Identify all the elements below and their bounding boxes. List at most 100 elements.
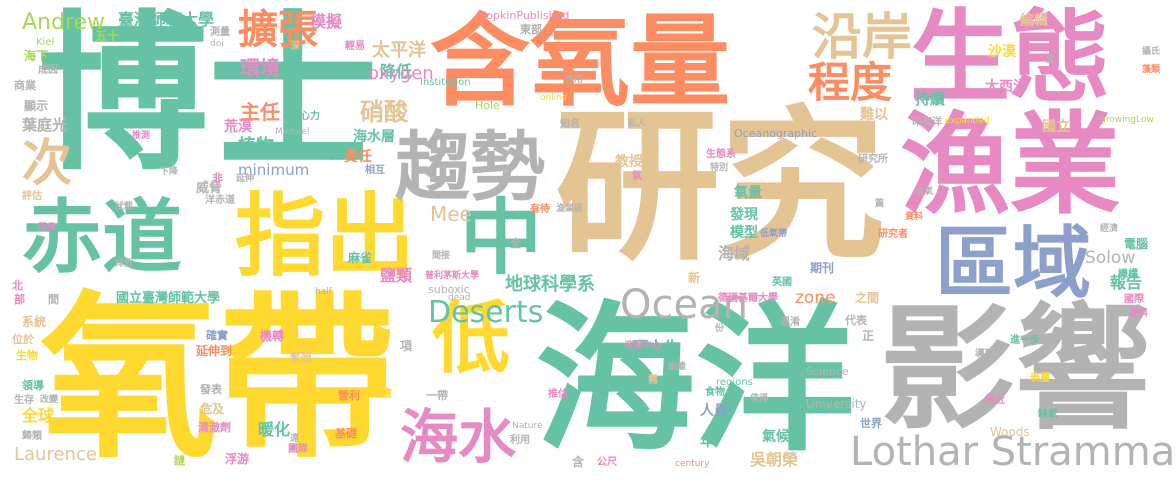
word-tebie: 特別 bbox=[710, 163, 729, 173]
word-xiaoying: 效應 bbox=[372, 389, 392, 400]
word-zeren: 責任 bbox=[344, 149, 372, 165]
word-zuoyong: 作用 bbox=[565, 75, 584, 85]
word-pinggu: 評估 bbox=[22, 191, 42, 202]
word-institution: Institution bbox=[420, 77, 471, 88]
word-yangdai: 氧帶 bbox=[40, 275, 396, 482]
word-qingyi: 輕易 bbox=[345, 41, 365, 52]
word-science: Science bbox=[806, 365, 849, 378]
word-juli: 距離 bbox=[668, 362, 687, 372]
word-yanshen: 延伸 bbox=[236, 174, 255, 184]
word-xiajiang: 下降 bbox=[160, 167, 179, 177]
word-past: past bbox=[766, 365, 788, 376]
word-yuye: 漁業 bbox=[900, 101, 1120, 229]
word-mi: 謎 bbox=[174, 454, 185, 467]
word-doi: doi bbox=[210, 39, 224, 49]
word-shengcun: 生存 bbox=[14, 395, 34, 406]
word-bu: 部 bbox=[14, 293, 25, 306]
word-youdai: 有待 bbox=[530, 204, 550, 215]
word-shen: 深 bbox=[290, 41, 300, 52]
word-yingxiang: 影響 bbox=[880, 291, 1150, 448]
word-xinli: 心力 bbox=[300, 111, 320, 122]
word-yangchidao: 洋赤道 bbox=[205, 195, 235, 206]
word-jiangdi: 降低 bbox=[380, 62, 413, 81]
word-han: 含 bbox=[572, 455, 585, 469]
word-tuigu: 推估 bbox=[548, 389, 568, 400]
word-jigou: 機構 bbox=[1118, 269, 1138, 280]
word-dead: dead bbox=[448, 293, 471, 303]
word-woods: Woods bbox=[990, 425, 1030, 439]
word-yanlei: 鹽類 bbox=[380, 266, 413, 285]
word-huanjing: 環境 bbox=[240, 56, 280, 80]
word-suboxic: suboxic bbox=[428, 283, 470, 296]
word-qikan: 期刊 bbox=[810, 261, 835, 275]
word-qushi: 趨勢 bbox=[395, 123, 546, 211]
word-ocean: Ocean bbox=[620, 282, 748, 328]
word-century: century bbox=[675, 459, 710, 469]
word-zaolei: 藻類 bbox=[1142, 65, 1161, 75]
word-xiaosuan: 硝酸 bbox=[360, 98, 408, 126]
word-quanqiu: 全球 bbox=[22, 406, 55, 425]
word-mee: Mee bbox=[430, 202, 472, 226]
word-moxing: 模型 bbox=[730, 225, 758, 241]
word-taipingyang: 太平洋 bbox=[372, 40, 426, 61]
word-nanyi: 難以 bbox=[860, 107, 888, 123]
word-siren: 私人 bbox=[628, 119, 647, 129]
word-hopkinpublished: HopkinPublished bbox=[478, 9, 570, 22]
word-tuandui: 團隊 bbox=[288, 444, 308, 455]
word-yetingguang: 葉庭光 bbox=[22, 116, 68, 134]
word-fabiao: 發表 bbox=[200, 383, 222, 396]
word-deserts: Deserts bbox=[428, 295, 544, 330]
word-hanyangliang: 含氧量 bbox=[430, 3, 730, 120]
word-nuanhua: 暖化 bbox=[258, 420, 291, 439]
word-yunzuo: 運作 bbox=[325, 151, 345, 162]
word-michael: Michael bbox=[275, 127, 310, 137]
word-shamo: 沙漠 bbox=[988, 44, 1016, 60]
word-yingguo: 英國 bbox=[772, 277, 792, 288]
word-gaibian: 改變 bbox=[40, 395, 59, 405]
word-yanan: 沿岸 bbox=[812, 8, 912, 66]
word-zhiming: 知名 bbox=[560, 119, 580, 130]
word-yuyequ: 漁業區 bbox=[556, 204, 584, 214]
word-chixu: 持續 bbox=[915, 90, 946, 108]
word-daozhi: 導致 bbox=[975, 349, 995, 360]
word-bei: 北 bbox=[12, 279, 23, 292]
word-nature: Nature bbox=[512, 421, 543, 431]
word-qi: 氣 bbox=[632, 171, 642, 182]
word-zhijian: 之間 bbox=[855, 291, 880, 305]
word-weixie: 威脅 bbox=[196, 181, 223, 196]
word-liyong: 利用 bbox=[510, 435, 530, 446]
word-chengyin: 成因 bbox=[38, 65, 58, 76]
word-zhiwu: 植物 bbox=[238, 136, 274, 157]
word-xitong: 系統 bbox=[22, 315, 47, 329]
word-diyangdai: 低氧帶 bbox=[760, 229, 788, 239]
word-zhengce: 政策中心 bbox=[625, 341, 662, 351]
word-shiwu: 食物 bbox=[705, 387, 725, 398]
word-yanjiusuo: 研究所 bbox=[858, 154, 888, 165]
word-dongbu: 東部 bbox=[520, 23, 542, 36]
word-yidai: 一帶 bbox=[426, 389, 448, 402]
word-fuyou: 浮游 bbox=[225, 452, 250, 466]
word-faxian: 發現 bbox=[730, 207, 758, 223]
word-daxiyang: 大西洋 bbox=[985, 79, 1027, 95]
word-gongchi: 公尺 bbox=[597, 457, 617, 468]
word-university: University bbox=[806, 397, 867, 411]
word-haixia: 海下 bbox=[24, 49, 49, 63]
word-lingdao: 領導 bbox=[22, 379, 44, 392]
word-xu: 需 bbox=[648, 375, 658, 386]
word-xianghu: 相互 bbox=[365, 165, 385, 176]
word-yanjiu: 研究 bbox=[555, 91, 885, 283]
word-zhichu: 指出 bbox=[235, 184, 415, 289]
word-zhide: 值得 bbox=[750, 394, 769, 404]
word-tuice: 推測 bbox=[132, 131, 151, 141]
word-sheshi: 攝氏 bbox=[1142, 47, 1161, 57]
word-zhong: 中 bbox=[460, 191, 543, 286]
word-hunxiao: 混淆 bbox=[780, 317, 800, 328]
word-celiang: 測量 bbox=[210, 27, 230, 38]
word-zone: zone bbox=[795, 288, 836, 308]
word-shijie: 世界 bbox=[860, 417, 882, 430]
word-diqiukexuexi: 地球科學系 bbox=[505, 274, 595, 295]
word-daibiao: 代表 bbox=[845, 314, 867, 327]
word-ci: 次 bbox=[22, 134, 72, 192]
word-wuchaorong: 吳朝榮 bbox=[750, 450, 799, 469]
